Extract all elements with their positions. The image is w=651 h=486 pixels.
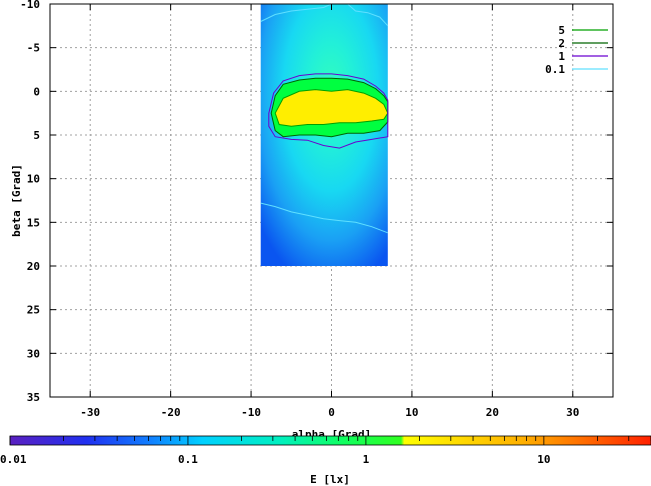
y-tick-label: -5 [27,42,40,55]
y-tick-label: 5 [33,129,40,142]
colorbar-tick-label: 1 [363,453,370,466]
y-tick-label: 35 [27,391,40,404]
colorbar-tick-label: 0.01 [0,453,27,466]
y-tick-label: 0 [33,85,40,98]
y-tick-label: 25 [27,304,40,317]
x-tick-label: 10 [405,406,418,419]
x-tick-label: 20 [486,406,499,419]
contour-line [260,202,388,234]
y-tick-label: 20 [27,260,40,273]
y-tick-label: -10 [20,0,40,11]
colorbar-label: E [lx] [310,473,350,486]
x-tick-label: 30 [566,406,579,419]
heatmap [260,4,388,266]
legend-label: 2 [558,37,565,50]
colorbar-tick-label: 10 [537,453,550,466]
legend-label: 5 [558,24,565,37]
x-tick-label: 0 [328,406,335,419]
x-tick-label: -20 [161,406,181,419]
colorbar: 0.01 0.1 1 10 [0,435,651,466]
x-tick-label: -10 [241,406,261,419]
legend-label: 0.1 [545,63,565,76]
legend-label: 1 [558,50,565,63]
y-tick-label: 30 [27,347,40,360]
y-tick-label: 15 [27,216,40,229]
heatmap-band-5 [275,89,388,127]
contours [260,3,389,234]
colorbar-bar [9,435,651,446]
x-tick-label: -30 [80,406,100,419]
colorbar-tick-label: 0.1 [178,453,198,466]
y-tick-label: 10 [27,173,40,186]
contour-line [268,73,389,149]
y-axis-label: beta [Grad] [10,164,23,237]
